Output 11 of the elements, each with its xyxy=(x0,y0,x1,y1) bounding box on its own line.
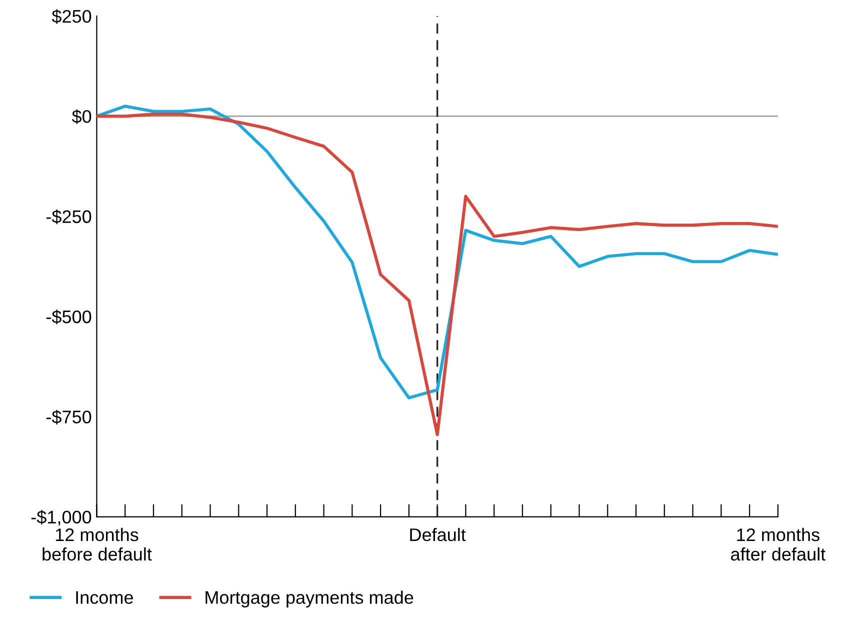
y-tick-label: -$1,000 xyxy=(31,510,92,526)
y-tick-label: $0 xyxy=(72,109,92,124)
y-tick-label: -$250 xyxy=(46,210,92,224)
x-tick-label: 12 months after default xyxy=(731,528,826,561)
x-tick-label: 12 months before default xyxy=(42,528,152,561)
legend-label: Income xyxy=(76,591,133,604)
y-tick-label: -$500 xyxy=(46,310,92,324)
legend-label: Mortgage payments made xyxy=(206,590,414,608)
y-tick-label: $250 xyxy=(52,9,92,24)
x-tick-label: Default xyxy=(410,528,466,542)
y-tick-label: -$750 xyxy=(46,410,92,424)
